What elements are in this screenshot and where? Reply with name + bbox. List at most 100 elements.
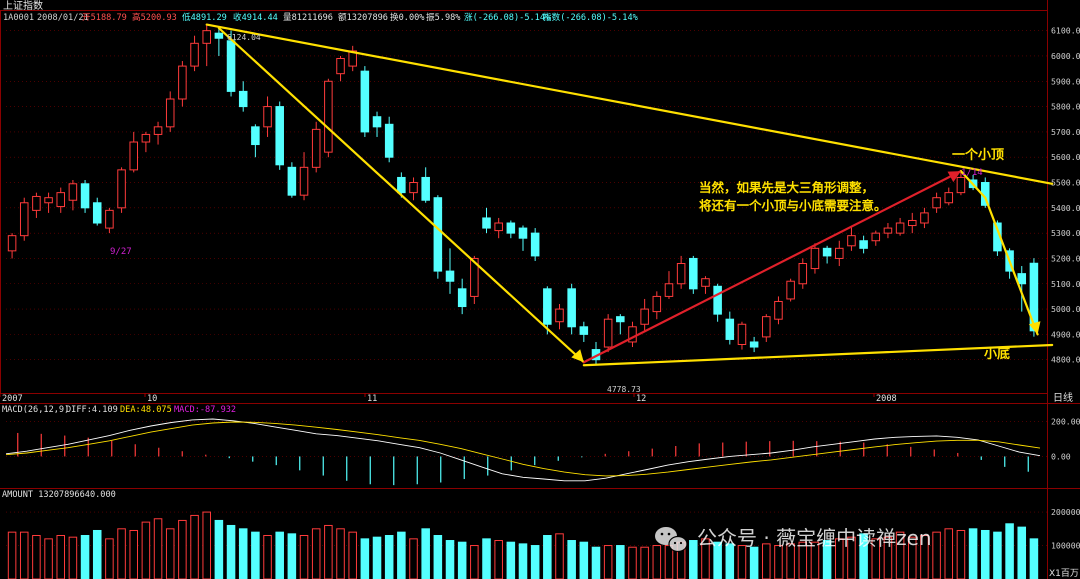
quote-high: 高5200.93 bbox=[132, 11, 177, 23]
candle-body bbox=[920, 212, 929, 224]
chart-title: 上证指数 bbox=[3, 0, 43, 12]
amount-panel: 200000 100000 bbox=[6, 507, 1080, 579]
amount-bar bbox=[68, 536, 78, 579]
amount-bar bbox=[774, 545, 783, 579]
candle-body bbox=[433, 197, 443, 272]
candle-body bbox=[907, 219, 917, 227]
price-tick-label: 6000.00 bbox=[1051, 51, 1080, 61]
quote-amplitude: 振5.98% bbox=[426, 11, 461, 23]
amount-bar bbox=[1017, 526, 1027, 579]
candle-body bbox=[871, 232, 881, 242]
amount-bar bbox=[299, 535, 309, 579]
macd-name: MACD(26,12,9) bbox=[2, 405, 69, 415]
candle-body bbox=[287, 166, 297, 196]
amount-bar bbox=[798, 541, 808, 579]
price-tick-label: 6100.00 bbox=[1051, 26, 1080, 36]
amount-bar bbox=[397, 531, 406, 579]
candle-body bbox=[421, 176, 430, 201]
candle-body bbox=[640, 308, 649, 325]
candle-body bbox=[835, 247, 844, 259]
candle-body bbox=[311, 128, 321, 168]
candle-body bbox=[190, 42, 199, 67]
date-mark-927: 9/27 bbox=[110, 247, 132, 257]
amount-bar bbox=[895, 531, 905, 579]
x-tick-label: 12 bbox=[636, 394, 646, 404]
top-decline-line bbox=[959, 170, 987, 199]
amount-bar bbox=[713, 541, 722, 579]
watermark: 公众号 · 薇宝缠中读禅zen bbox=[655, 526, 932, 553]
amount-bar bbox=[445, 540, 455, 579]
candle-body bbox=[494, 222, 503, 232]
amount-bar bbox=[506, 541, 516, 579]
candle-body bbox=[470, 257, 479, 297]
amount-bar bbox=[226, 524, 236, 579]
price-tick-label: 5400.00 bbox=[1051, 203, 1080, 213]
candle-body bbox=[628, 326, 637, 343]
wechat-icon bbox=[655, 527, 688, 553]
amount-bar bbox=[603, 545, 613, 579]
quote-header: 1A0001 2008/01/21 开5188.79 高5200.93 低489… bbox=[3, 11, 639, 23]
candle-body bbox=[445, 270, 455, 282]
candle-body bbox=[117, 169, 126, 209]
annotation-small-top: 一个小顶 bbox=[952, 147, 1004, 163]
macd-line-diff bbox=[5, 418, 1041, 482]
candle-body bbox=[603, 318, 613, 348]
amount-tick-label: 100000 bbox=[1051, 541, 1080, 551]
amount-bar bbox=[214, 519, 224, 579]
candle-body bbox=[251, 126, 260, 146]
candle-body bbox=[932, 197, 941, 209]
decline-arrow-line bbox=[217, 27, 585, 364]
candle-body bbox=[567, 288, 576, 328]
candle-body bbox=[786, 280, 795, 300]
amount-bar bbox=[153, 518, 163, 579]
candle-body bbox=[324, 80, 333, 153]
candle-body bbox=[1017, 273, 1027, 285]
macd-panel: 200.00 0.00 bbox=[5, 417, 1080, 486]
macd-tick-label: 200.00 bbox=[1051, 417, 1080, 427]
amount-bar bbox=[372, 536, 382, 579]
amount-bar bbox=[421, 528, 430, 579]
amount-bar bbox=[689, 540, 698, 579]
amount-bar bbox=[44, 538, 53, 579]
price-tick-label: 5500.00 bbox=[1051, 178, 1080, 188]
candle-body bbox=[7, 235, 17, 252]
amount-bar bbox=[275, 531, 284, 579]
candle-body bbox=[202, 30, 211, 44]
candle-body bbox=[530, 232, 540, 257]
price-tick-label: 5700.00 bbox=[1051, 127, 1080, 137]
candle-body bbox=[409, 182, 418, 194]
quote-turnover: 换0.00% bbox=[390, 11, 425, 23]
candle-body bbox=[68, 183, 78, 201]
candle-body bbox=[944, 192, 954, 204]
amount-bar bbox=[141, 521, 151, 579]
candle-body bbox=[275, 106, 284, 166]
candle-body bbox=[749, 341, 759, 348]
date-mark-114: 1/14 bbox=[961, 168, 983, 178]
amount-bar bbox=[32, 535, 41, 579]
x-tick-label: 2008 bbox=[876, 394, 897, 404]
amount-bar bbox=[470, 545, 479, 579]
candle-body bbox=[384, 123, 394, 158]
candle-body bbox=[616, 316, 625, 323]
amount-bar bbox=[883, 536, 893, 579]
candle-body bbox=[1029, 262, 1039, 332]
price-tick-label: 4900.00 bbox=[1051, 329, 1080, 339]
amount-bar bbox=[384, 535, 394, 579]
rise-arrow-line bbox=[582, 170, 963, 364]
candle-body bbox=[518, 227, 528, 239]
amount-bar bbox=[968, 528, 978, 579]
macd-header: MACD(26,12,9) DIFF:4.109 DEA:48.075 MACD… bbox=[2, 405, 236, 415]
candle-body bbox=[482, 217, 491, 229]
macd-tick-label: 0.00 bbox=[1051, 451, 1071, 461]
amount-bar bbox=[263, 535, 272, 579]
amount-bar bbox=[640, 546, 649, 579]
amount-bar bbox=[457, 541, 467, 579]
watermark-text: 公众号 · 薇宝缠中读禅zen bbox=[697, 526, 932, 550]
price-tick-label: 5600.00 bbox=[1051, 152, 1080, 162]
price-tick-label: 5000.00 bbox=[1051, 304, 1080, 314]
price-tick-label: 5800.00 bbox=[1051, 102, 1080, 112]
amount-bar bbox=[555, 533, 564, 579]
candle-body bbox=[372, 116, 382, 128]
candle-body bbox=[956, 176, 966, 194]
